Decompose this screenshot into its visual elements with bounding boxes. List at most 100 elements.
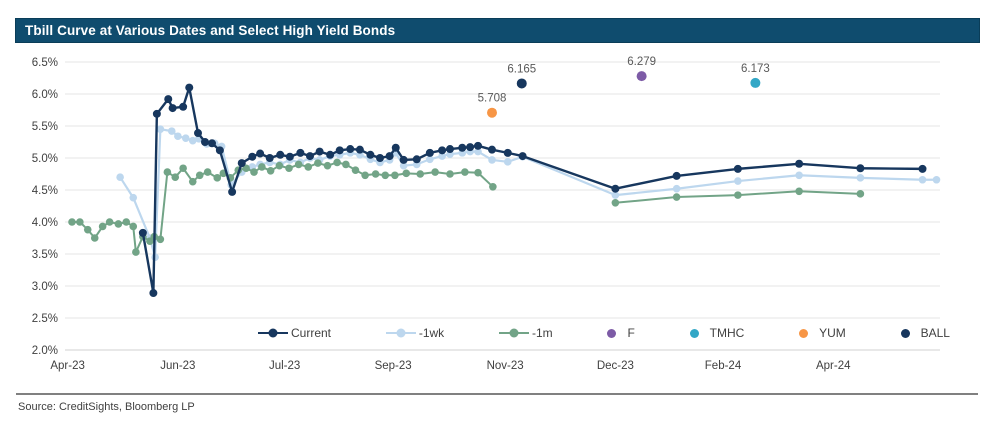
series-marker-Current [733, 164, 742, 173]
series-marker--1wk [503, 158, 512, 166]
series-marker-Current [425, 148, 434, 157]
x-axis-tick-label: Jun-23 [160, 360, 195, 372]
series-marker--1m [431, 168, 439, 176]
series-marker--1m [179, 164, 187, 173]
series-marker-Current [474, 141, 482, 150]
series-marker--1wk [918, 175, 927, 184]
legend-marker-icon [258, 328, 288, 338]
x-axis-tick-label: Apr-23 [50, 360, 85, 372]
x-axis-tick-label: Jul-23 [269, 360, 300, 372]
series-marker-Current [366, 150, 375, 159]
series-marker--1wk [116, 173, 124, 181]
series-marker-Current [611, 184, 620, 193]
legend-item-tmhc: TMHC [689, 326, 744, 340]
series-marker-Current [208, 139, 216, 148]
series-marker-Current [228, 187, 237, 196]
series-marker--1m [734, 191, 742, 199]
series-marker--1m [68, 218, 76, 226]
series-marker-Current [391, 143, 400, 152]
series-marker--1wk [174, 132, 182, 141]
legend-marker-icon [498, 328, 529, 338]
y-axis-tick-label: 2.0% [32, 345, 58, 357]
bond-dot-BALL [516, 78, 527, 89]
series-marker--1wk [474, 147, 482, 156]
series-marker--1wk [488, 156, 496, 164]
series-marker--1m [314, 159, 322, 167]
series-marker-Current [335, 146, 344, 155]
series-marker--1m [361, 171, 369, 180]
series-line--1wk [119, 128, 937, 259]
series-marker--1wk [932, 175, 941, 184]
series-marker--1m [90, 234, 99, 242]
series-marker--1wk [188, 136, 197, 145]
series-marker--1wk [856, 174, 865, 182]
series-marker-Current [168, 104, 177, 113]
series-marker--1m [304, 163, 313, 171]
y-axis-tick-label: 5.0% [32, 153, 58, 165]
series-marker--1m [446, 170, 454, 178]
series-marker-Current [185, 83, 194, 92]
series-marker-Current [795, 159, 804, 168]
series-marker-Current [179, 102, 188, 111]
series-marker-Current [326, 150, 335, 159]
series-marker-Current [672, 171, 681, 180]
series-line-Current [141, 86, 923, 295]
series-marker-Current [856, 164, 865, 173]
legend-marker-icon [900, 328, 910, 338]
series-marker-Current [265, 154, 274, 162]
x-axis-tick-label: Sep-23 [375, 360, 412, 372]
series-marker--1m [381, 171, 390, 180]
series-marker--1m [275, 161, 284, 170]
series-marker--1wk [438, 152, 446, 160]
y-axis-tick-label: 4.0% [32, 217, 58, 229]
series-marker-Current [376, 154, 384, 162]
series-marker-Current [412, 155, 421, 164]
series-marker--1m [672, 193, 681, 201]
series-marker--1m [342, 160, 350, 169]
series-marker--1m [266, 167, 275, 175]
series-marker-Current [518, 152, 527, 161]
series-marker-Current [164, 95, 173, 104]
x-axis-tick-label: Feb-24 [705, 360, 742, 372]
series-marker-Current [918, 164, 927, 173]
legend-item-minus1m: -1m [498, 326, 553, 340]
series-marker--1m [461, 168, 469, 176]
series-marker--1m [474, 168, 482, 177]
series-marker--1wk [167, 127, 176, 135]
series-marker-Current [285, 152, 294, 161]
series-marker-Current [466, 143, 475, 152]
series-marker-Current [399, 155, 408, 164]
series-marker-Current [385, 152, 394, 161]
series-marker-Current [237, 159, 246, 168]
series-marker-Current [346, 145, 355, 154]
series-marker--1m [611, 199, 620, 207]
series-marker--1m [156, 235, 165, 244]
series-marker--1m [391, 171, 399, 180]
y-axis-tick-label: 3.5% [32, 249, 58, 261]
bond-data-label-YUM: 5.708 [478, 93, 507, 105]
series-marker--1m [371, 170, 380, 178]
series-marker--1wk [795, 171, 803, 180]
series-marker--1m [489, 183, 497, 191]
series-marker--1m [285, 164, 293, 173]
series-marker--1wk [156, 125, 165, 133]
series-marker--1m [171, 173, 180, 181]
series-marker--1m [114, 220, 123, 228]
bond-dot-F [636, 71, 647, 82]
series-marker--1m [856, 190, 865, 198]
series-marker-Current [438, 146, 447, 155]
series-marker--1wk [399, 161, 408, 170]
x-axis-tick-label: Apr-24 [816, 360, 851, 372]
series-marker--1wk [129, 193, 138, 202]
series-marker--1m [98, 222, 107, 231]
bond-data-label-BALL: 6.165 [507, 63, 536, 75]
series-marker--1m [188, 177, 197, 186]
series-marker--1m [351, 166, 360, 174]
y-axis-tick-label: 4.5% [32, 185, 58, 197]
series-marker--1m [416, 170, 425, 178]
series-marker--1m [195, 171, 204, 180]
series-marker--1m [83, 225, 92, 234]
y-axis-tick-label: 6.0% [32, 89, 58, 101]
chart-title: Tbill Curve at Various Dates and Select … [25, 23, 396, 38]
bond-dot-YUM [487, 107, 497, 118]
